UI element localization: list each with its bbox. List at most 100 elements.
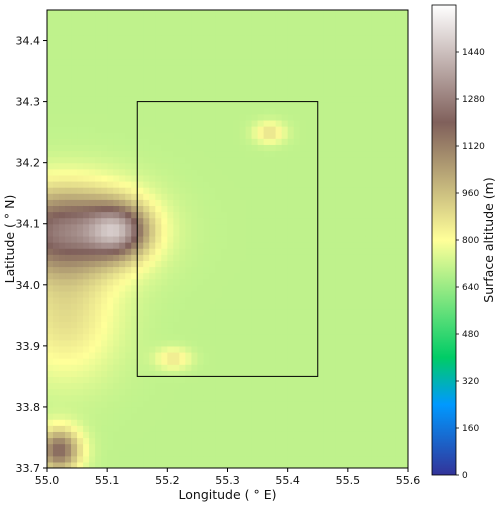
heatmap-cell: [113, 278, 120, 286]
heatmap-cell: [77, 101, 84, 109]
heatmap-cell: [227, 309, 235, 316]
heatmap-cell: [353, 89, 361, 97]
heatmap-cell: [95, 40, 102, 48]
heatmap-cell: [137, 211, 144, 219]
heatmap-cell: [347, 113, 355, 121]
heatmap-cell: [167, 229, 174, 237]
heatmap-cell: [281, 425, 289, 432]
heatmap-cell: [239, 303, 247, 310]
heatmap-cell: [83, 83, 90, 90]
heatmap-cell: [395, 321, 403, 329]
heatmap-cell: [233, 278, 241, 286]
heatmap-cell: [389, 199, 397, 207]
heatmap-cell: [395, 333, 403, 341]
heatmap-cell: [257, 205, 265, 213]
heatmap-cell: [371, 10, 379, 17]
heatmap-cell: [251, 388, 259, 396]
heatmap-cell: [329, 443, 337, 451]
heatmap-cell: [95, 315, 102, 323]
heatmap-cell: [299, 205, 307, 213]
heatmap-cell: [47, 321, 54, 329]
heatmap-cell: [341, 358, 349, 365]
heatmap-cell: [197, 156, 205, 164]
heatmap-cell: [395, 376, 403, 384]
heatmap-cell: [287, 400, 295, 408]
heatmap-cell: [263, 351, 271, 359]
heatmap-cell: [59, 235, 66, 243]
heatmap-cell: [143, 132, 150, 139]
heatmap-cell: [149, 297, 156, 304]
heatmap-cell: [323, 431, 331, 439]
heatmap-cell: [197, 242, 205, 249]
heatmap-cell: [371, 205, 379, 213]
heatmap-cell: [197, 71, 205, 78]
heatmap-cell: [95, 28, 102, 36]
heatmap-cell: [179, 278, 186, 286]
heatmap-cell: [359, 272, 367, 280]
heatmap-cell: [305, 132, 313, 139]
heatmap-cell: [383, 162, 391, 170]
heatmap-cell: [155, 34, 162, 42]
heatmap-cell: [287, 77, 295, 84]
heatmap-cell: [257, 22, 265, 29]
heatmap-cell: [305, 431, 313, 439]
heatmap-cell: [167, 431, 174, 439]
heatmap-cell: [389, 229, 397, 237]
heatmap-cell: [173, 303, 180, 310]
heatmap-cell: [287, 419, 295, 426]
heatmap-cell: [173, 101, 180, 109]
heatmap-cell: [299, 339, 307, 347]
heatmap-cell: [47, 174, 54, 182]
heatmap-cell: [137, 370, 144, 377]
heatmap-cell: [299, 248, 307, 255]
heatmap-cell: [191, 168, 199, 176]
heatmap-cell: [161, 443, 168, 451]
heatmap-cell: [179, 113, 186, 121]
y-axis-label: Latitude ( ° N): [2, 195, 17, 284]
heatmap-cell: [353, 144, 361, 152]
heatmap-cell: [389, 205, 397, 213]
heatmap-cell: [401, 290, 408, 298]
heatmap-cell: [389, 83, 397, 90]
heatmap-cell: [347, 388, 355, 396]
heatmap-cell: [209, 370, 217, 377]
heatmap-cell: [167, 351, 174, 359]
heatmap-cell: [155, 22, 162, 29]
heatmap-cell: [257, 382, 265, 390]
heatmap-cell: [47, 309, 54, 316]
heatmap-cell: [269, 217, 277, 225]
heatmap-cell: [305, 254, 313, 261]
heatmap-cell: [275, 400, 283, 408]
heatmap-cell: [89, 95, 96, 103]
heatmap-cell: [143, 16, 150, 23]
heatmap-cell: [65, 40, 72, 48]
heatmap-cell: [311, 107, 319, 115]
heatmap-cell: [359, 333, 367, 341]
heatmap-cell: [281, 205, 289, 213]
heatmap-cell: [305, 364, 313, 371]
heatmap-cell: [371, 315, 379, 323]
heatmap-cell: [215, 242, 223, 249]
heatmap-cell: [113, 364, 120, 371]
heatmap-cell: [209, 364, 217, 371]
heatmap-cell: [239, 345, 247, 353]
heatmap-cell: [257, 28, 265, 36]
heatmap-cell: [371, 394, 379, 402]
heatmap-cell: [107, 28, 114, 36]
heatmap-cell: [371, 34, 379, 42]
heatmap-cell: [155, 266, 162, 274]
heatmap-cell: [317, 174, 325, 182]
heatmap-cell: [101, 229, 108, 237]
heatmap-cell: [281, 180, 289, 188]
heatmap-cell: [179, 162, 186, 170]
heatmap-cell: [239, 449, 247, 457]
heatmap-cell: [371, 309, 379, 316]
heatmap-cell: [167, 132, 174, 139]
heatmap-cell: [185, 278, 192, 286]
heatmap-cell: [299, 437, 307, 445]
heatmap-cell: [335, 266, 343, 274]
heatmap-cell: [359, 71, 367, 78]
heatmap-cell: [311, 315, 319, 323]
heatmap-cell: [143, 351, 150, 359]
heatmap-cell: [203, 126, 211, 133]
